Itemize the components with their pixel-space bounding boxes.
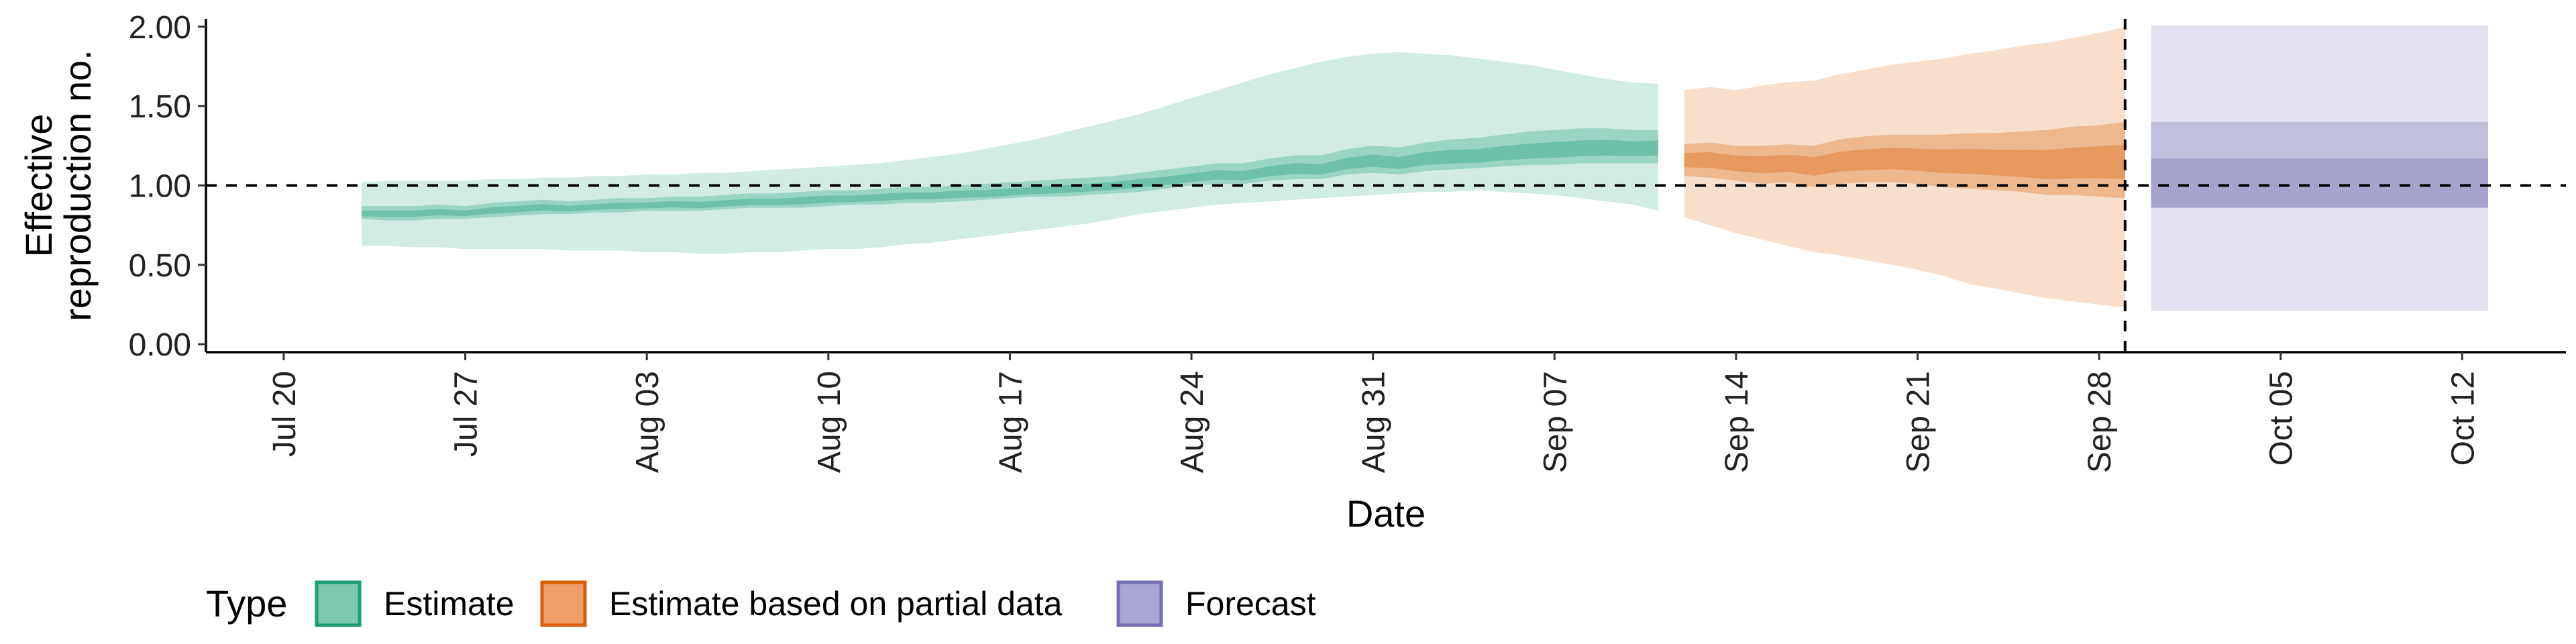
band-90: [362, 52, 1658, 254]
band-50: [362, 128, 1658, 221]
x-tick-label: Jul 20: [267, 371, 303, 457]
y-tick-label: 0.50: [129, 248, 191, 284]
legend-label: Forecast: [1185, 585, 1316, 623]
reference-lines: [206, 19, 2566, 352]
y-axis-title-line: Effective: [17, 114, 60, 258]
x-tick-label: Sep 21: [1901, 371, 1937, 473]
x-tick-label: Aug 24: [1175, 371, 1210, 473]
band-25: [1684, 144, 2125, 180]
legend: Type Estimate Estimate based on partial da…: [206, 580, 1316, 627]
series-estimate-based-on-partial-data: [1684, 26, 2125, 308]
plot-bands: [362, 25, 2488, 311]
legend-key: [1116, 580, 1163, 627]
x-tick-label: Aug 10: [812, 371, 847, 473]
x-axis-title: Date: [1346, 492, 1426, 535]
x-tick-label: Sep 07: [1538, 371, 1573, 473]
legend-key: [540, 580, 587, 627]
band-90: [2151, 25, 2488, 311]
series-estimate: [362, 52, 1658, 254]
series-forecast: [2151, 25, 2488, 311]
x-tick-label: Oct 05: [2264, 371, 2300, 466]
y-axis-title-line: reproduction no.: [56, 50, 99, 321]
x-tick-label: Aug 17: [993, 371, 1028, 473]
band-50: [1684, 121, 2125, 199]
x-tick-label: Jul 27: [449, 371, 484, 457]
axes: 0.00 0.50 1.00 1.50 2.00 Jul 20 Jul 27 Aug 03 Au…: [17, 10, 2566, 535]
y-tick-label: 1.00: [129, 169, 191, 205]
x-tick-label: Oct 12: [2445, 371, 2481, 466]
legend-label: Estimate based on partial data: [609, 585, 1063, 623]
x-tick-label: Sep 28: [2082, 371, 2118, 473]
legend-title: Type: [206, 582, 287, 625]
x-tick-label: Aug 31: [1356, 371, 1392, 473]
y-tick-label: 1.50: [129, 89, 191, 125]
legend-key: [315, 580, 362, 627]
x-tick-label: Sep 14: [1719, 371, 1755, 473]
band-25: [362, 140, 1658, 217]
x-tick-label: Aug 03: [630, 371, 665, 473]
legend-label: Estimate: [384, 585, 515, 623]
y-tick-label: 0.00: [129, 327, 191, 363]
band-90: [1684, 26, 2125, 308]
y-tick-label: 2.00: [129, 10, 191, 46]
band-25: [2151, 158, 2488, 208]
